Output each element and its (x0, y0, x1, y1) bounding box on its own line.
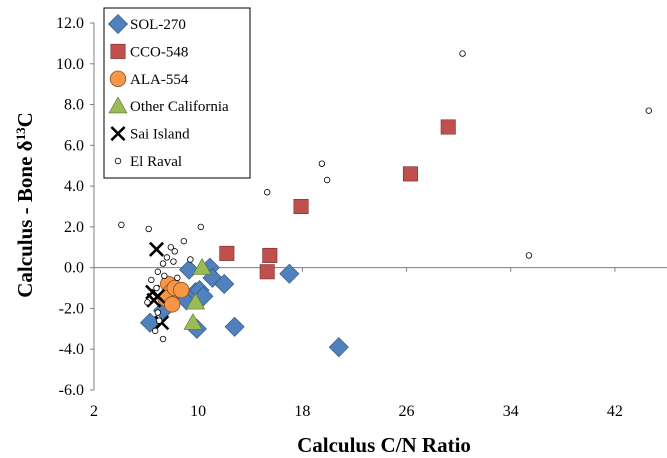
point-cco-548 (402, 166, 418, 182)
point-el-raval (154, 268, 162, 275)
y-tick-label: -6.0 (59, 382, 84, 399)
point-el-raval (323, 176, 331, 184)
y-tick-label: -2.0 (59, 300, 84, 317)
point-sai-island (150, 288, 166, 304)
legend-marker-other-california (108, 96, 128, 114)
legend-label-sol-270: SOL-270 (130, 17, 186, 33)
y-tick-label: 0.0 (64, 260, 84, 277)
point-el-raval (264, 189, 271, 196)
point-cco-548 (219, 245, 235, 261)
point-el-raval (180, 237, 188, 245)
legend-box (103, 7, 251, 179)
point-el-raval (318, 160, 326, 167)
point-el-raval (645, 107, 652, 114)
y-tick-label: -4.0 (59, 341, 84, 358)
point-sol-270 (224, 316, 245, 337)
y-tick-label: 2.0 (64, 219, 84, 236)
legend-marker-ala-554 (109, 70, 127, 88)
legend-marker-sai-island (110, 126, 126, 142)
point-el-raval (155, 317, 163, 324)
point-el-raval (159, 335, 167, 343)
x-tick-label: 34 (503, 403, 519, 420)
legend-label-other-california: Other California (130, 99, 229, 115)
legend-label-sai-island: Sai Island (130, 127, 190, 143)
point-el-raval (459, 50, 466, 57)
x-tick-label: 18 (294, 403, 310, 420)
point-el-raval (171, 248, 178, 255)
point-el-raval (152, 327, 159, 335)
legend-marker-el-raval (114, 157, 122, 165)
y-axis-title: Calculus - Bone δ13C (13, 112, 38, 298)
point-el-raval (153, 284, 160, 292)
y-tick-label: 4.0 (64, 178, 84, 195)
x-tick-label: 10 (190, 403, 206, 420)
point-sai-island (148, 241, 165, 257)
point-other-california (183, 313, 203, 330)
x-axis-ticks: 2 10 18 26 34 42 (90, 267, 623, 420)
point-other-california (192, 258, 212, 275)
point-cco-548 (259, 264, 275, 280)
legend: SOL-270 CCO-548 ALA-554 Other California Sai… (103, 7, 251, 179)
point-el-raval (144, 299, 151, 306)
legend-label-el-raval: El Raval (130, 154, 182, 170)
legend-marker-cco-548 (110, 43, 126, 59)
point-ala-554 (163, 296, 181, 313)
point-el-raval (159, 260, 167, 267)
point-el-raval (197, 223, 204, 231)
point-sol-270 (214, 273, 235, 295)
point-el-raval (163, 254, 171, 261)
point-el-raval (174, 274, 181, 282)
point-el-raval (167, 244, 175, 251)
point-el-raval (187, 256, 194, 263)
point-ala-554 (173, 281, 190, 299)
y-tick-label: 6.0 (64, 137, 84, 154)
point-cco-548 (440, 119, 456, 135)
point-el-raval (161, 272, 168, 280)
y-tick-label: 8.0 (64, 97, 84, 114)
y-axis-title-tail: C (13, 112, 37, 127)
y-axis-ticks: 12.0 10.0 8.0 6.0 4.0 2.0 0.0 -2.0 -4.0 -6.0 (56, 15, 94, 399)
x-tick-label: 2 (90, 403, 98, 420)
x-tick-label: 26 (399, 403, 415, 420)
point-el-raval (145, 225, 152, 233)
point-el-raval (154, 309, 162, 316)
legend-label-cco-548: CCO-548 (130, 44, 188, 60)
y-tick-label: 10.0 (56, 56, 84, 73)
point-el-raval (118, 221, 125, 229)
point-el-raval (525, 252, 533, 259)
point-cco-548 (293, 199, 309, 215)
x-tick-label: 42 (607, 403, 623, 420)
y-axis-title-main: Calculus - Bone δ (13, 140, 37, 297)
point-sol-270 (279, 263, 300, 284)
point-el-raval (170, 258, 177, 265)
data-points (118, 50, 652, 358)
y-axis-title-superscript: 13 (13, 127, 28, 141)
point-el-raval (148, 276, 155, 284)
legend-label-ala-554: ALA-554 (130, 72, 189, 88)
point-cco-548 (262, 247, 278, 263)
point-other-california (186, 292, 206, 310)
point-sol-270 (328, 337, 349, 358)
y-tick-label: 12.0 (56, 15, 84, 32)
legend-marker-sol-270 (107, 13, 129, 35)
x-axis-title: Calculus C/N Ratio (297, 433, 471, 457)
